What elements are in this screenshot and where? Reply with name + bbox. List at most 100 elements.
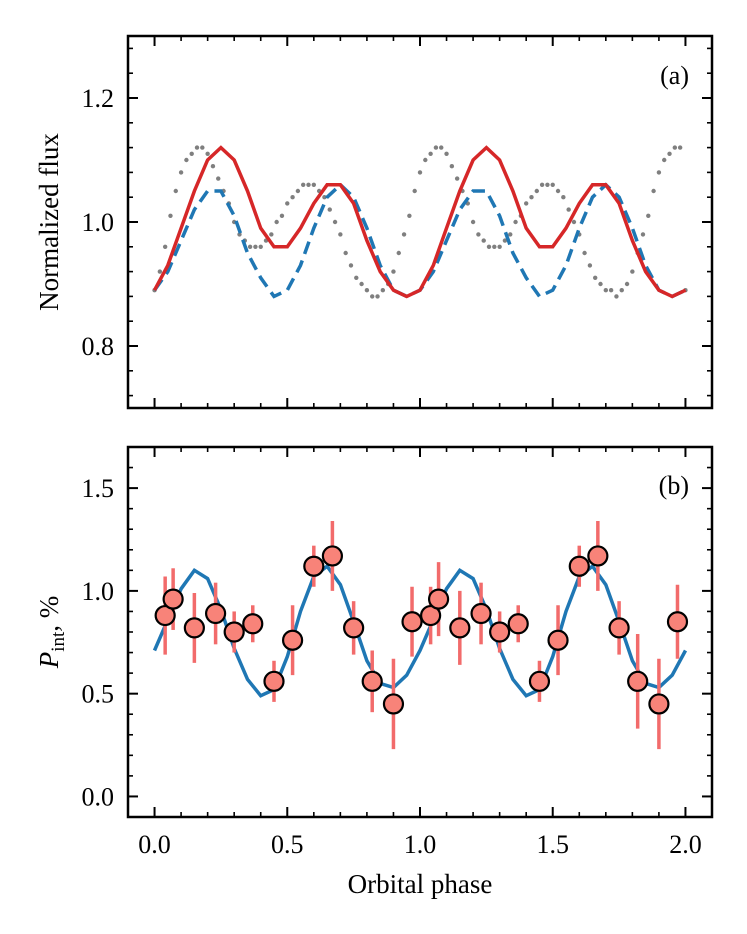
flux-point: [157, 269, 163, 274]
flux-point: [253, 244, 258, 249]
flux-point: [290, 195, 295, 200]
flux-point: [428, 151, 433, 156]
flux-point: [194, 145, 200, 150]
flux-point: [667, 151, 672, 156]
flux-point: [651, 188, 656, 194]
measurement-point: [507, 613, 529, 635]
flux-point: [523, 201, 529, 206]
flux-point: [608, 288, 614, 293]
flux-point: [375, 294, 380, 299]
flux-point: [593, 275, 598, 280]
panel-b-data-points: [154, 545, 689, 715]
flux-point: [343, 250, 348, 256]
measurement-point: [382, 693, 405, 715]
measurement-point: [321, 545, 343, 567]
flux-point: [672, 145, 678, 150]
flux-point: [258, 244, 263, 249]
flux-point: [301, 182, 306, 187]
flux-point: [497, 244, 502, 249]
panel-b-polarization: 0.0 0.5 1.0 1.5 0.0 0.5 1.0 1.5 2.0 (b) Pint, %…: [34, 445, 714, 899]
panel-b-y-tick-label: 1.0: [82, 577, 115, 606]
flux-point: [603, 288, 609, 293]
flux-point: [539, 182, 545, 187]
flux-point: [391, 269, 396, 274]
flux-point: [417, 170, 423, 175]
panel-b-y-axis-label-tail: , %: [34, 596, 64, 632]
flux-point: [571, 219, 577, 225]
measurement-point: [361, 670, 383, 692]
x-tick-label: 0.5: [271, 830, 304, 859]
flux-point: [412, 188, 417, 194]
panel-a-flux: 0.8 1.0 1.2 (a) Normalized flux: [34, 34, 714, 410]
flux-point: [327, 207, 332, 212]
flux-point: [492, 244, 497, 249]
measurement-point: [281, 629, 304, 651]
flux-point: [656, 170, 662, 175]
flux-point: [582, 250, 587, 256]
flux-point: [396, 250, 401, 256]
flux-point: [162, 244, 168, 249]
flux-point: [322, 195, 327, 200]
flux-point: [407, 213, 412, 218]
flux-point: [184, 157, 189, 163]
measurement-point: [470, 602, 492, 625]
flux-point: [237, 232, 242, 237]
flux-point: [401, 232, 407, 237]
flux-point: [173, 188, 178, 194]
measurement-point: [547, 629, 569, 651]
measurement-point: [627, 670, 649, 692]
panel-a-y-tick-label: 1.0: [82, 208, 115, 237]
panel-a-label: (a): [660, 61, 689, 90]
measurement-point: [648, 693, 670, 715]
flux-point: [624, 281, 630, 287]
measurement-point: [263, 670, 285, 692]
flux-point: [646, 213, 651, 218]
panel-b-y-tick-label: 0.0: [82, 782, 115, 811]
flux-point: [269, 232, 274, 237]
flux-point: [513, 219, 518, 225]
flux-point: [210, 164, 216, 169]
flux-point: [550, 182, 555, 187]
flux-point: [247, 244, 253, 249]
measurement-point: [401, 611, 423, 633]
flux-point: [598, 281, 603, 287]
flux-point: [279, 213, 285, 218]
panel-b-y-axis-label-sub: int: [48, 631, 69, 652]
flux-point: [561, 195, 566, 200]
flux-point: [168, 213, 173, 218]
panel-a-y-tick-label: 1.2: [82, 84, 115, 113]
panel-b-label: (b): [659, 471, 689, 500]
flux-point: [555, 188, 561, 194]
measurement-point: [587, 545, 609, 567]
measurement-point: [528, 670, 551, 692]
panel-a-model-lines: [152, 145, 687, 299]
flux-point: [205, 151, 210, 156]
flux-point: [433, 145, 439, 150]
measurement-point: [242, 613, 264, 635]
panel-a-frame: [126, 34, 714, 410]
flux-point: [662, 157, 667, 163]
panel-b-y-axis-label-main: P: [34, 652, 64, 670]
flux-point: [423, 157, 428, 163]
panel-b-y-tick-labels: 0.0 0.5 1.0 1.5: [82, 474, 115, 811]
flux-point: [380, 288, 386, 293]
measurement-point: [449, 617, 471, 639]
x-tick-label: 2.0: [669, 830, 702, 859]
flux-point: [348, 263, 354, 268]
measurement-point: [427, 588, 450, 610]
model-line-red: [152, 145, 687, 299]
panel-b-frame: [126, 445, 714, 819]
flux-point: [534, 188, 539, 194]
x-tick-label: 0.0: [138, 830, 171, 859]
panel-b-y-axis-label: Pint, %: [34, 596, 69, 670]
flux-point: [486, 244, 492, 249]
x-tick-label: 1.0: [404, 830, 437, 859]
flux-point: [619, 288, 624, 293]
flux-point: [338, 232, 343, 237]
flux-point: [545, 182, 550, 187]
flux-point: [677, 145, 683, 150]
flux-point: [285, 201, 290, 206]
measurement-point: [608, 617, 630, 639]
x-axis-label: Orbital phase: [348, 869, 493, 899]
measurement-point: [303, 555, 325, 577]
